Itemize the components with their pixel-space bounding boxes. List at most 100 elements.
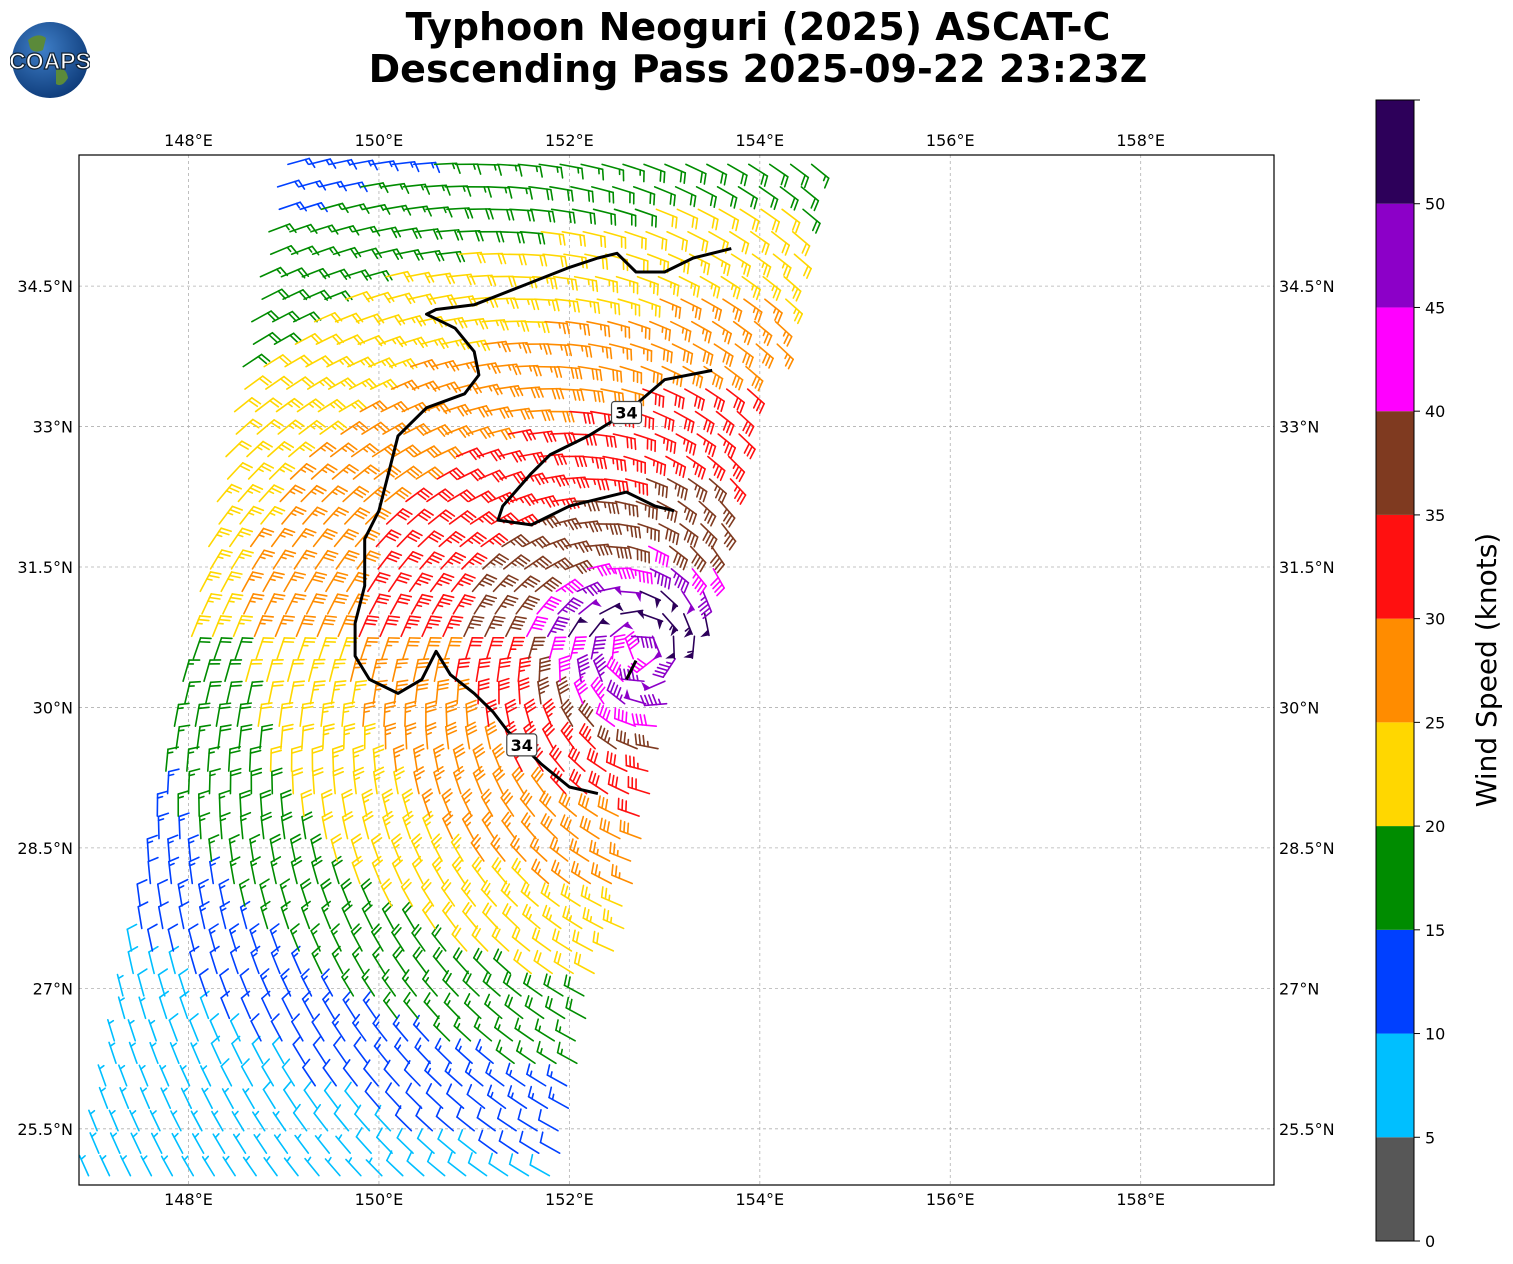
wind-barb bbox=[422, 901, 436, 930]
wind-barb bbox=[548, 410, 575, 423]
wind-barb bbox=[687, 230, 709, 253]
wind-barb bbox=[729, 230, 750, 255]
wind-barb bbox=[701, 298, 722, 322]
contour-label-text: 34 bbox=[615, 404, 637, 423]
wind-barb bbox=[320, 202, 349, 214]
wind-barb bbox=[556, 1041, 578, 1065]
wind-barb bbox=[388, 572, 412, 593]
wind-barb bbox=[645, 478, 668, 499]
wind-barb bbox=[251, 549, 276, 570]
wind-barb bbox=[666, 478, 688, 501]
wind-barb bbox=[249, 527, 275, 548]
wind-barb bbox=[445, 721, 458, 750]
wind-barb bbox=[578, 599, 602, 615]
wind-barb bbox=[187, 768, 201, 795]
wind-barb bbox=[320, 701, 335, 727]
wind-barb bbox=[431, 856, 445, 885]
wind-barb bbox=[491, 857, 508, 885]
wind-barb bbox=[549, 186, 574, 202]
wind-barb bbox=[209, 549, 233, 570]
wind-barb bbox=[781, 208, 801, 234]
wind-barb bbox=[779, 186, 799, 211]
wind-barb bbox=[225, 440, 252, 458]
wind-barb bbox=[516, 1040, 536, 1065]
wind-barb bbox=[320, 968, 334, 997]
wind-barb bbox=[279, 484, 306, 503]
wind-barb bbox=[342, 1059, 358, 1087]
wind-barb bbox=[768, 163, 789, 188]
wind-barb bbox=[383, 991, 398, 1020]
wind-barb bbox=[179, 1064, 191, 1087]
wind-barb bbox=[371, 923, 384, 952]
wind-barb bbox=[342, 723, 356, 750]
contour-34kt: 34 34 bbox=[353, 247, 732, 796]
wind-barb bbox=[538, 655, 552, 683]
wind-barb bbox=[751, 253, 772, 278]
wind-barb bbox=[600, 886, 623, 907]
wind-barb bbox=[479, 252, 507, 265]
wind-barb bbox=[129, 1109, 140, 1132]
contour-line-center bbox=[625, 659, 638, 681]
wind-barb bbox=[173, 702, 190, 727]
wind-barb bbox=[317, 398, 346, 413]
logo-text: COAPS bbox=[10, 48, 90, 74]
wind-barb bbox=[463, 993, 482, 1020]
wind-barb bbox=[376, 314, 406, 326]
wind-barb bbox=[160, 1087, 172, 1110]
wind-barb bbox=[451, 856, 466, 885]
wind-barb bbox=[565, 559, 595, 575]
wind-barb bbox=[149, 1110, 161, 1132]
wind-barb bbox=[361, 968, 376, 997]
wind-barb bbox=[419, 551, 445, 570]
wind-barb bbox=[442, 901, 457, 930]
wind-barb bbox=[392, 946, 407, 975]
wind-barb bbox=[240, 1058, 254, 1087]
wind-barb bbox=[278, 702, 294, 727]
colorbar-segment bbox=[1376, 1137, 1414, 1241]
wind-barb bbox=[450, 833, 464, 862]
wind-barb bbox=[727, 163, 748, 187]
wind-barb bbox=[482, 971, 501, 997]
colorbar-title: Wind Speed (knots) bbox=[1470, 533, 1503, 807]
wind-barb bbox=[257, 702, 273, 727]
wind-barb bbox=[501, 811, 516, 840]
wind-barb bbox=[333, 1104, 350, 1132]
wind-barb bbox=[595, 702, 616, 727]
lat-tick-label-left: 34.5°N bbox=[17, 277, 73, 296]
wind-barb bbox=[617, 797, 640, 817]
wind-barb bbox=[301, 723, 315, 750]
lon-tick-label-bottom: 148°E bbox=[164, 1190, 213, 1209]
wind-barb bbox=[201, 1155, 216, 1177]
wind-barb bbox=[472, 947, 491, 975]
wind-barb bbox=[190, 1110, 203, 1132]
colorbar-segment bbox=[1376, 1033, 1414, 1138]
wind-barb bbox=[252, 331, 281, 345]
wind-barb bbox=[244, 375, 272, 390]
wind-barb bbox=[389, 358, 418, 370]
wind-barb bbox=[393, 766, 405, 795]
wind-barb bbox=[288, 441, 316, 458]
lat-tick-label-left: 31.5°N bbox=[17, 558, 73, 577]
wind-barb bbox=[422, 969, 438, 997]
wind-barb bbox=[338, 399, 367, 413]
wind-barb bbox=[413, 445, 443, 459]
wind-barb bbox=[242, 1088, 255, 1110]
wind-barb bbox=[774, 320, 793, 347]
wind-barb bbox=[475, 163, 502, 176]
wind-barb bbox=[571, 208, 596, 225]
wind-barb bbox=[707, 455, 726, 482]
colorbar-tick-label: 10 bbox=[1425, 1025, 1445, 1044]
wind-barb bbox=[422, 810, 434, 840]
wind-barb bbox=[537, 1108, 559, 1132]
wind-barb bbox=[97, 1064, 107, 1087]
wind-barb bbox=[634, 733, 659, 750]
wind-barb bbox=[118, 1064, 128, 1087]
wind-barb bbox=[380, 401, 409, 413]
wind-barb bbox=[567, 745, 586, 772]
wind-barb bbox=[201, 1087, 213, 1110]
wind-barb bbox=[320, 878, 332, 907]
wind-barb bbox=[313, 1103, 329, 1132]
wind-barb bbox=[139, 1087, 151, 1110]
wind-barb bbox=[691, 568, 708, 596]
wind-barb bbox=[394, 1105, 413, 1132]
